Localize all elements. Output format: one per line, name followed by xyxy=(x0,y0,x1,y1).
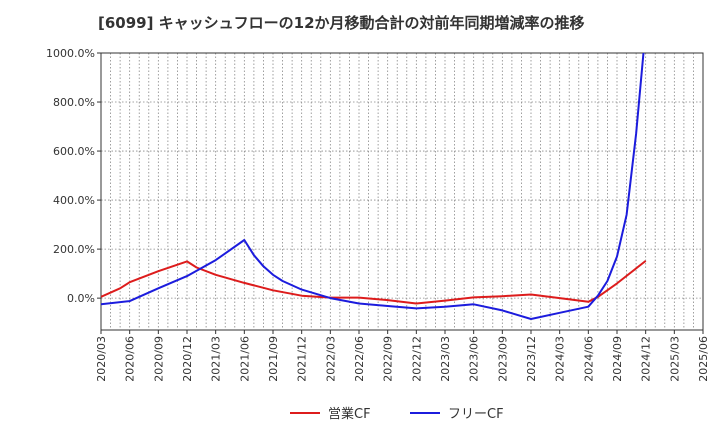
x-tick-label: 2021/09 xyxy=(267,336,280,382)
x-tick-label: 2022/12 xyxy=(410,336,423,382)
series-line-1 xyxy=(101,260,647,305)
x-tick-label: 2021/12 xyxy=(296,336,309,382)
x-tick-label: 2020/12 xyxy=(181,336,194,382)
x-tick-label: 2024/06 xyxy=(582,336,595,382)
x-tick-label: 2020/03 xyxy=(95,336,108,382)
x-tick-label: 2022/03 xyxy=(324,336,337,382)
x-tick-label: 2025/06 xyxy=(697,336,710,382)
plot-frame xyxy=(100,52,704,331)
x-tick-label: 2021/06 xyxy=(238,336,251,382)
y-tick-label: 800.0% xyxy=(53,96,95,109)
x-tick-label: 2020/06 xyxy=(124,336,137,382)
x-tick-label: 2022/06 xyxy=(353,336,366,382)
y-tick-label: 0.0% xyxy=(67,292,95,305)
plot-area xyxy=(101,53,703,330)
series-line-2 xyxy=(101,53,645,320)
legend-label-1: 営業CF xyxy=(328,406,371,422)
x-tick-label: 2023/06 xyxy=(468,336,481,382)
x-tick-label: 2021/03 xyxy=(210,336,223,382)
x-tick-label: 2020/09 xyxy=(152,336,165,382)
x-tick-label: 2024/03 xyxy=(554,336,567,382)
x-tick-label: 2023/12 xyxy=(525,336,538,382)
y-tick-label: 200.0% xyxy=(53,243,95,256)
x-tick-label: 2023/09 xyxy=(496,336,509,382)
x-tick-label: 2025/03 xyxy=(668,336,681,382)
x-tick-label: 2024/12 xyxy=(640,336,653,382)
y-tick-label: 400.0% xyxy=(53,194,95,207)
legend-label-2: フリーCF xyxy=(448,407,504,422)
y-tick-label: 600.0% xyxy=(53,145,95,158)
x-tick-label: 2022/09 xyxy=(382,336,395,382)
x-tick-label: 2023/03 xyxy=(439,336,452,382)
y-tick-label: 1000.0% xyxy=(46,47,95,60)
x-tick-label: 2024/09 xyxy=(611,336,624,382)
chart-title: [6099] キャッシュフローの12か月移動合計の対前年同期増減率の推移 xyxy=(98,14,585,32)
